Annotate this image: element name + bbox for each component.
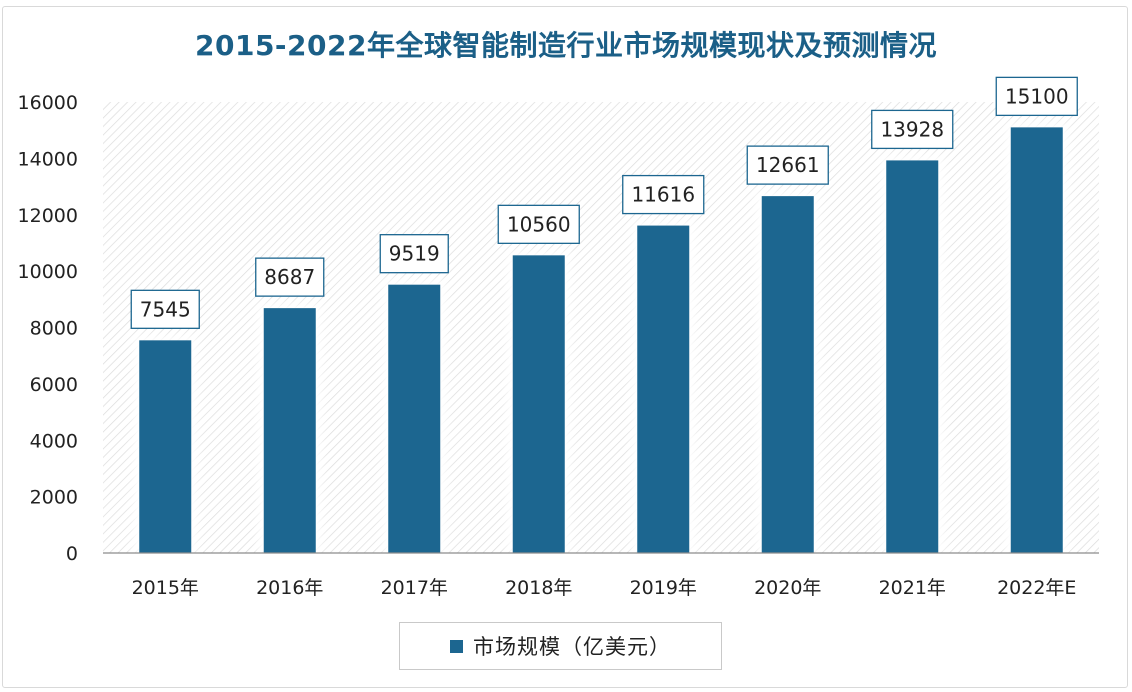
legend-label: 市场规模（亿美元）: [473, 635, 671, 659]
data-label-box: [746, 145, 829, 185]
x-tick-label: 2015年: [132, 577, 199, 599]
y-tick-label: 12000: [18, 205, 78, 227]
bar: [761, 196, 814, 554]
x-tick-label: 2016年: [256, 577, 323, 599]
data-label: 13928: [880, 117, 944, 141]
bar: [388, 284, 441, 553]
data-label-box: [255, 257, 325, 297]
x-tick-label: 2020年: [754, 577, 821, 599]
data-label: 11616: [631, 183, 695, 207]
bar: [139, 340, 192, 553]
y-tick-label: 0: [66, 543, 78, 565]
y-tick-label: 2000: [30, 487, 78, 509]
bar: [1010, 127, 1063, 554]
plot-area-background: [103, 102, 1099, 553]
legend-swatch: [450, 639, 463, 653]
data-label-box: [871, 109, 954, 150]
data-label-box: [497, 204, 580, 244]
bar: [512, 255, 565, 553]
bar: [886, 160, 939, 554]
data-label: 15100: [1005, 84, 1069, 108]
data-label-box: [130, 289, 200, 329]
data-label: 7545: [140, 297, 191, 321]
legend: 市场规模（亿美元）: [399, 622, 722, 670]
bar: [637, 225, 690, 553]
x-tick-label: 2017年: [381, 577, 448, 599]
data-label-box: [622, 174, 705, 215]
chart-title: 2015-2022年全球智能制造行业市场规模现状及预测情况: [195, 29, 937, 62]
bar: [263, 308, 316, 553]
data-label: 10560: [507, 212, 571, 236]
data-label: 9519: [389, 242, 440, 266]
data-label-box: [995, 76, 1078, 117]
y-tick-label: 6000: [30, 374, 78, 396]
y-tick-label: 14000: [18, 148, 78, 170]
y-tick-label: 8000: [30, 318, 78, 340]
data-label: 12661: [756, 153, 820, 177]
data-label-box: [379, 234, 449, 274]
x-tick-label: 2022年E: [997, 577, 1076, 599]
y-tick-label: 16000: [18, 92, 78, 114]
x-tick-label: 2018年: [505, 577, 572, 599]
y-tick-label: 4000: [30, 430, 78, 452]
y-tick-label: 10000: [18, 261, 78, 283]
x-tick-label: 2019年: [630, 577, 697, 599]
data-label: 8687: [264, 265, 315, 289]
x-tick-label: 2021年: [879, 577, 946, 599]
